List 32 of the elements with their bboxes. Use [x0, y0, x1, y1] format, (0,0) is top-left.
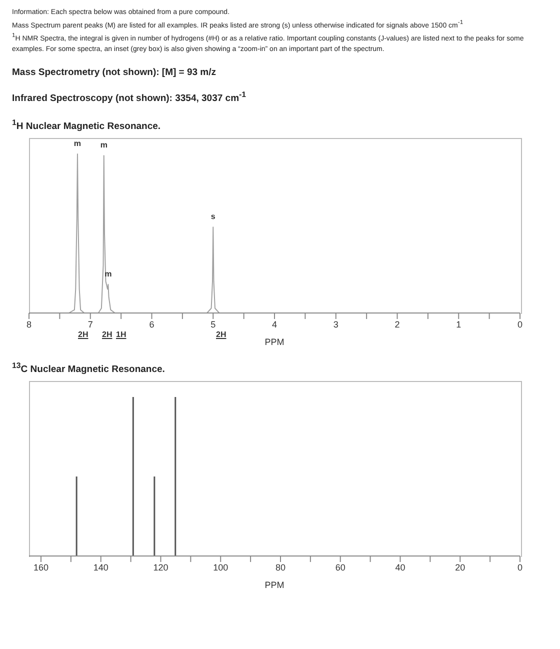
text: 1H — [116, 330, 126, 339]
x-tick-label: 7 — [88, 319, 93, 330]
x-tick-label: 100 — [213, 562, 228, 573]
chart-title: $^{13}$C Nuclear Magnetic Resonance. — [12, 360, 166, 376]
chart-title: $^{1}$H Nuclear Magnetic Resonance. — [12, 118, 162, 132]
x-tick-label: 20 — [455, 562, 466, 573]
annotation: m — [74, 138, 82, 148]
annotation: s — [210, 212, 216, 222]
x-axis-title: PPM — [264, 580, 284, 590]
x-tick-label: 2 — [394, 319, 400, 330]
x-tick-label: 40 — [395, 562, 406, 573]
x-tick-label: 0 — [517, 319, 523, 330]
x-tick-label: 160 — [33, 562, 48, 573]
x-axis-title: PPM — [264, 336, 284, 347]
x-tick-label: 3 — [333, 319, 338, 330]
text: Mass Spectrometry (not shown): [M] = 93 m/z — [12, 66, 218, 78]
text: 2H — [102, 330, 112, 339]
x-tick-label: 8 — [26, 319, 32, 330]
text: 2H — [78, 330, 88, 339]
x-tick-label: 80 — [275, 562, 286, 573]
x-tick-label: 1 — [456, 319, 462, 330]
x-tick-label: 6 — [149, 319, 154, 330]
annotation: m — [104, 269, 112, 278]
x-tick-label: 4 — [272, 319, 278, 330]
text: Infrared Spectroscopy (not shown): 3354, 3037 cm$^{-1}$ — [12, 90, 248, 104]
x-tick-label: 60 — [335, 562, 346, 573]
x-tick-label: 0 — [517, 562, 523, 573]
x-tick-label: 5 — [210, 319, 216, 330]
annotation: m — [100, 140, 108, 150]
x-tick-label: 120 — [153, 562, 168, 573]
text: 2H — [216, 330, 226, 339]
x-tick-label: 140 — [93, 562, 108, 573]
